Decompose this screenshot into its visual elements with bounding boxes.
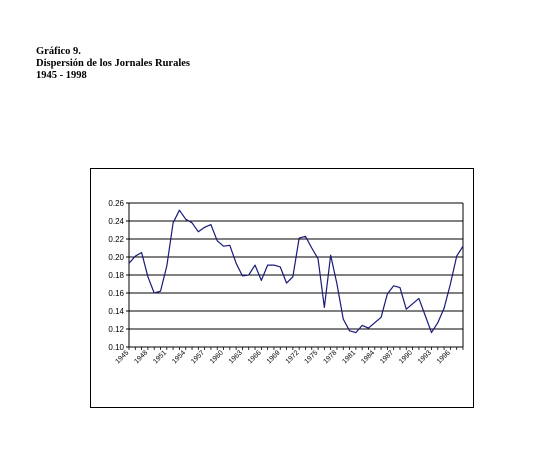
x-tick-label: 1954 xyxy=(171,349,187,365)
x-tick-label: 1969 xyxy=(266,349,282,365)
y-tick-label: 0.12 xyxy=(108,325,124,334)
x-tick-label: 1981 xyxy=(341,349,357,365)
caption-period: 1945 - 1998 xyxy=(36,70,87,81)
x-tick-label: 1975 xyxy=(304,349,320,365)
y-tick-label: 0.14 xyxy=(108,307,124,316)
x-tick-label: 1960 xyxy=(209,349,225,365)
x-tick-label: 1987 xyxy=(379,349,395,365)
x-tick-label: 1978 xyxy=(322,349,338,365)
series xyxy=(128,209,464,334)
caption-title: Dispersión de los Jornales Rurales xyxy=(36,58,191,69)
line-chart: 0.10 0.12 0.14 0.16 0.18 0.20 0.22 0.24 0.26 194… xyxy=(108,199,464,365)
y-tick-label: 0.20 xyxy=(108,253,124,262)
y-tick-label: 0.26 xyxy=(108,199,124,208)
chart-frame: 0.10 0.12 0.14 0.16 0.18 0.20 0.22 0.24 0.26 194… xyxy=(90,168,474,408)
x-tick-label: 1963 xyxy=(228,349,244,365)
caption-figure-number: Gráfico 9. xyxy=(36,46,81,57)
x-tick-label: 1984 xyxy=(360,349,376,365)
x-tick-label: 1996 xyxy=(436,349,452,365)
gridlines xyxy=(128,202,464,348)
y-tick-label: 0.22 xyxy=(108,235,124,244)
x-tick-label: 1993 xyxy=(417,349,433,365)
x-tick-label: 1966 xyxy=(247,349,263,365)
y-tick-label: 0.18 xyxy=(108,271,124,280)
x-tick-label: 1957 xyxy=(190,349,206,365)
y-axis-ticks: 0.10 0.12 0.14 0.16 0.18 0.20 0.22 0.24 0.26 xyxy=(108,199,129,352)
x-tick-label: 1972 xyxy=(285,349,301,365)
y-tick-label: 0.24 xyxy=(108,217,124,226)
y-tick-label: 0.16 xyxy=(108,289,124,298)
series-line xyxy=(128,209,464,334)
x-tick-label: 1951 xyxy=(152,349,168,365)
chart-caption: Gráfico 9. Dispersión de los Jornales Ru… xyxy=(36,46,190,82)
x-tick-label: 1948 xyxy=(133,349,149,365)
x-axis-ticks: 1945 1948 1951 1954 1957 1960 1963 1966 1969 1972… xyxy=(114,347,464,365)
y-tick-label: 0.10 xyxy=(108,343,124,352)
x-tick-label: 1990 xyxy=(398,349,414,365)
